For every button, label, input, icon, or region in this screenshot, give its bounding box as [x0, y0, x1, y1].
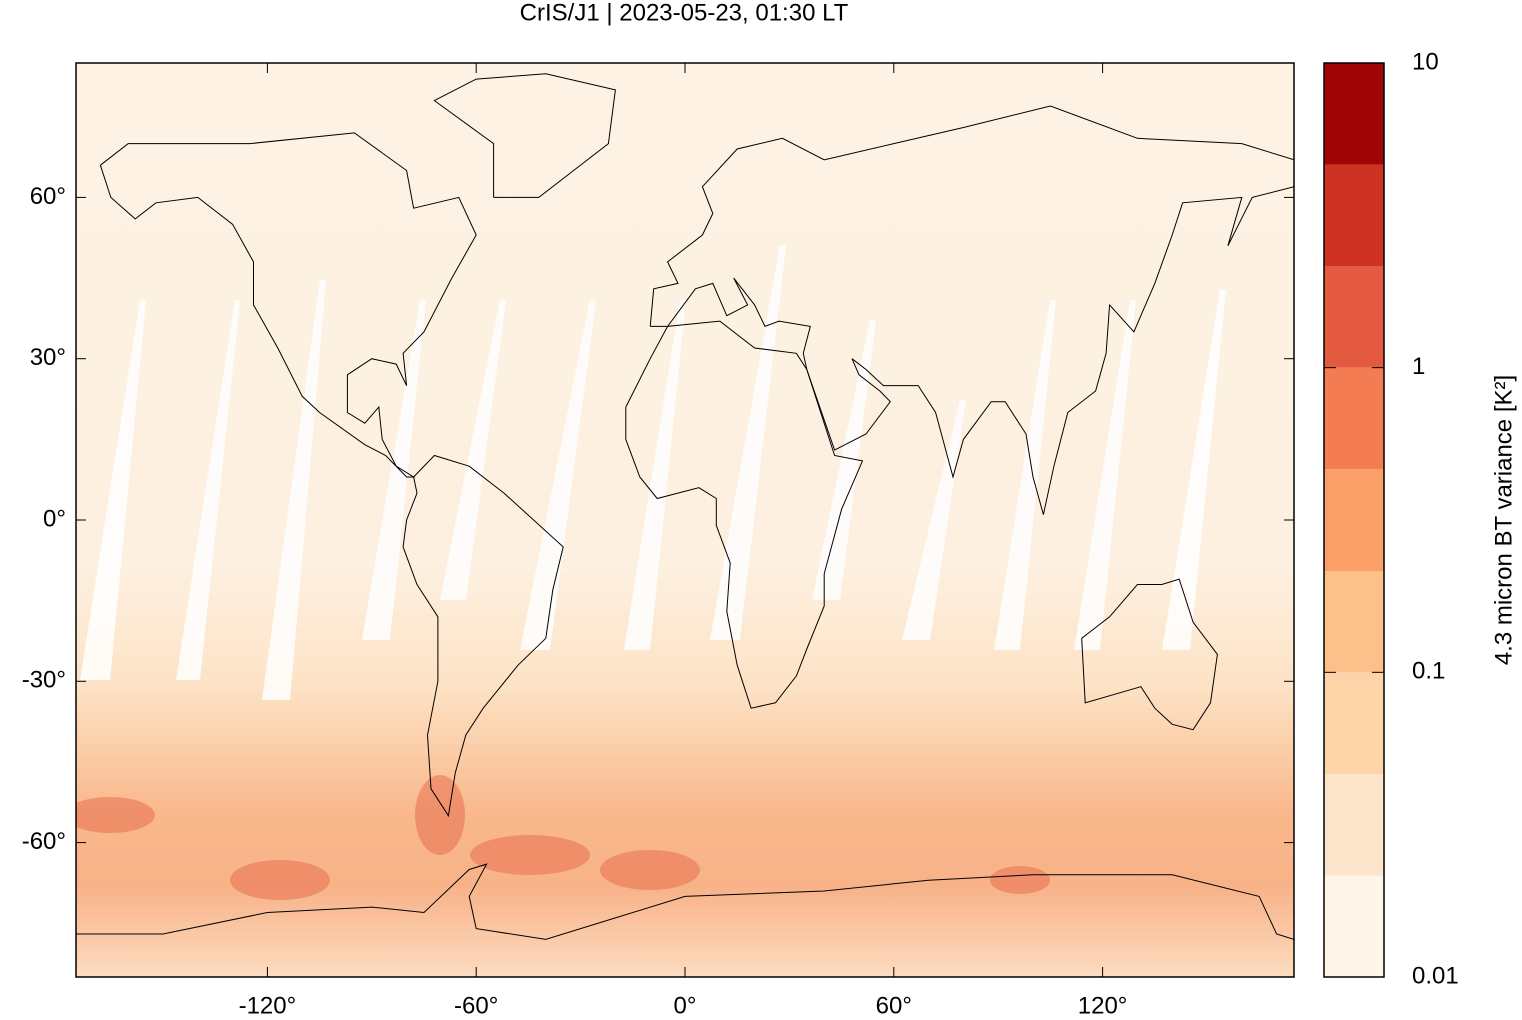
y-tick-label: 60°: [30, 183, 66, 210]
coastline: [625, 320, 864, 709]
field-background: [76, 63, 1294, 977]
coastline: [402, 454, 564, 818]
coastline: [433, 73, 616, 198]
colorbar-level: [1324, 571, 1384, 673]
colorbar-level: [1324, 773, 1384, 876]
colorbar-level: [1324, 469, 1384, 572]
y-tick-label: -60°: [22, 828, 66, 855]
colorbar-level: [1324, 672, 1384, 774]
x-tick-label: -120°: [239, 992, 297, 1019]
x-tick-label: 120°: [1078, 992, 1128, 1019]
y-tick-label: 0°: [43, 505, 66, 532]
colorbar-tick-label: 0.1: [1412, 658, 1445, 685]
hot-spots: [76, 775, 1050, 900]
colorbar-label: 4.3 micron BT variance [K²]: [1490, 375, 1517, 665]
coastline: [649, 105, 1294, 515]
coastline: [76, 863, 1294, 940]
colorbar-level: [1324, 164, 1384, 267]
map-field: [76, 63, 1294, 977]
colorbar-tick-label: 1: [1412, 353, 1425, 380]
coastline: [1081, 578, 1218, 731]
chart-title: CrIS/J1 | 2023-05-23, 01:30 LT: [520, 0, 849, 26]
colorbar-tick-label: 10: [1412, 48, 1439, 75]
colorbar-tick-label: 0.01: [1412, 962, 1459, 989]
colorbar-level: [1324, 63, 1384, 165]
swath-gaps: [80, 245, 1226, 700]
x-tick-label: 0°: [674, 992, 697, 1019]
colorbar-frame: [1323, 62, 1385, 978]
colorbar-level: [1324, 875, 1384, 977]
y-tick-label: -30°: [22, 667, 66, 694]
x-tick-label: -60°: [454, 992, 498, 1019]
coastlines: [76, 73, 1294, 940]
colorbar-level: [1324, 367, 1384, 470]
coastline: [99, 132, 477, 478]
y-tick-label: 30°: [30, 344, 66, 371]
colorbar-level: [1324, 266, 1384, 368]
x-tick-label: 60°: [876, 992, 912, 1019]
